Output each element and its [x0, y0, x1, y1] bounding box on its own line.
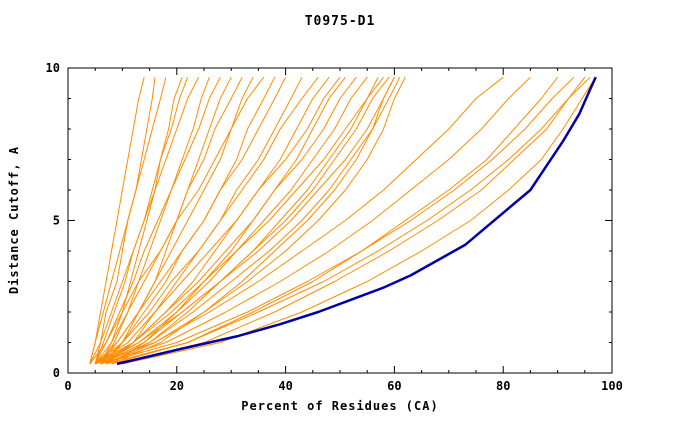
curve-model-06 [89, 76, 200, 365]
x-tick-label: 40 [278, 379, 292, 393]
x-tick-label: 80 [496, 379, 510, 393]
y-tick-label: 10 [46, 61, 60, 75]
curve-model-30 [100, 76, 531, 365]
curve-model-31 [111, 76, 558, 365]
curve-model-16 [94, 76, 319, 365]
curve-model-29 [95, 76, 504, 365]
curve-model-27 [100, 76, 401, 365]
curve-model-33 [116, 76, 586, 365]
plot-title: T0975-D1 [304, 14, 376, 29]
x-tick-label: 20 [170, 379, 184, 393]
curve-model-03 [89, 77, 167, 365]
curve-model-32 [100, 76, 575, 365]
curve-model-04 [100, 77, 183, 365]
curve-model-22 [105, 76, 379, 365]
x-tick-label: 60 [387, 379, 401, 393]
x-tick-label: 100 [601, 379, 623, 393]
curve-model-07 [100, 77, 210, 365]
curve-model-34 [105, 76, 591, 365]
curve-model-23 [94, 76, 384, 365]
curve-model-14 [94, 76, 287, 365]
curve-model-20 [94, 76, 357, 365]
curve-model-12 [89, 76, 265, 365]
curve-model-18 [94, 76, 341, 365]
curve-model-25 [94, 76, 395, 365]
curve-model-26 [111, 76, 395, 365]
y-tick-label: 5 [53, 214, 60, 228]
y-tick-label: 0 [53, 366, 60, 380]
curve-model-08 [94, 76, 221, 365]
curve-model-21 [100, 76, 368, 365]
x-axis-label: Percent of Residues (CA) [241, 399, 439, 413]
x-tick-label: 0 [64, 379, 71, 393]
curve-model-02 [94, 77, 156, 365]
curve-model-01 [89, 77, 145, 365]
curve-model-28 [105, 76, 406, 365]
curve-best-model [116, 76, 597, 366]
curve-model-24 [100, 76, 390, 365]
curve-model-35 [122, 76, 597, 365]
